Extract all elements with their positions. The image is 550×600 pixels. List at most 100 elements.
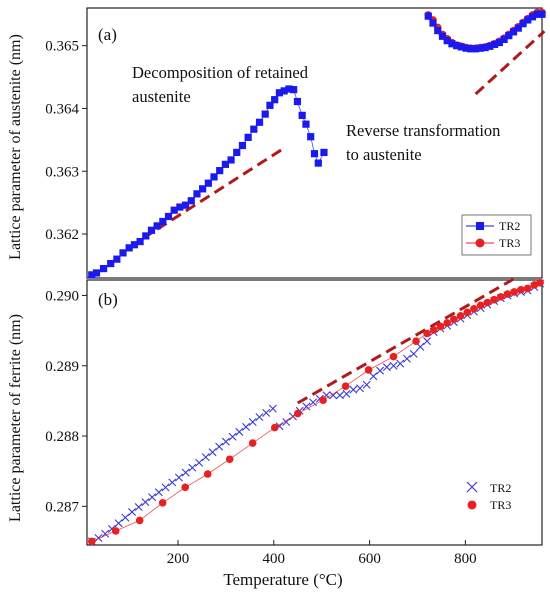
panel-b-y-tick-label-1: 0.288 — [45, 429, 79, 445]
panel-b-series-1-point-12 — [364, 366, 373, 374]
panel-b-series-0-point-11 — [161, 483, 170, 492]
panel-a-series-0-tr2 — [88, 85, 328, 279]
panel-a-series-0-point-35 — [285, 85, 293, 93]
panel-b-y-tick-label-2: 0.289 — [45, 359, 79, 375]
panel-b-series-0-point-10 — [154, 488, 163, 497]
panel-b-series-0-point-6 — [128, 507, 137, 516]
panel-a-series-0-point-0 — [88, 271, 96, 279]
panel-b-series-0-point-15 — [188, 463, 197, 472]
panel-b-series-0-point-27 — [268, 404, 277, 413]
panel-a-series-2-point-22 — [528, 13, 537, 21]
panel-a-legend: TR2 TR3 — [461, 214, 532, 256]
panel-b-series-0-point-9 — [148, 493, 157, 502]
panel-a-series-0-point-16 — [181, 201, 190, 209]
panel-a-series-0-point-2 — [99, 264, 108, 273]
panel-b-series-1-point-15 — [423, 329, 431, 338]
panel-b-series-0-point-8 — [141, 498, 150, 507]
panel-a-series-2-point-16 — [500, 35, 508, 43]
panel-a-series-2-point-14 — [491, 40, 499, 49]
panel-a-series-0-point-38 — [298, 111, 306, 119]
legend-b-tr2-marker — [466, 481, 478, 493]
panel-b-series-1-point-29 — [517, 286, 525, 294]
panel-b-series-0-point-2 — [101, 529, 110, 538]
panel-b-frame — [86, 279, 543, 546]
panel-a-series-0-point-41 — [310, 150, 319, 158]
panel-b-x-tick-label-0: 200 — [167, 551, 190, 567]
panel-a: (a) Lattice parameter of austenite (nm) … — [7, 7, 546, 279]
panel-a-guide-line-1 — [474, 30, 546, 96]
legend-b-tr3-marker — [467, 500, 477, 510]
panel-b-series-1-point-4 — [181, 483, 189, 492]
panel-b-series-1-point-27 — [503, 290, 512, 298]
panel-a-series-0-point-32 — [271, 96, 279, 104]
panel-b-series-0-point-44 — [382, 363, 391, 372]
panel-a-label: (a) — [98, 25, 117, 44]
panel-a-series-2-point-5 — [448, 40, 456, 48]
panel-b-ticks: 0.287 0.288 0.289 0.290 200 400 600 800 — [45, 288, 476, 567]
panel-a-series-2-point-6 — [453, 42, 461, 50]
panel-b-series-0-point-19 — [215, 442, 224, 451]
panel-b-series-0-point-12 — [168, 478, 177, 487]
panel-a-series-2-point-20 — [519, 20, 527, 28]
panel-a-series-0-point-25 — [233, 148, 241, 157]
panel-b-series-0-point-26 — [262, 408, 271, 417]
panel-b-series-0-point-42 — [369, 372, 378, 381]
panel-a-series-0-point-19 — [199, 185, 207, 193]
panel-b-series-0-point-47 — [402, 354, 411, 363]
annotation-decomposition-line-1: Decomposition of retained — [132, 63, 309, 82]
panel-a-series-0-point-9 — [142, 232, 150, 240]
panel-a-series-0-point-28 — [250, 125, 258, 133]
panel-b-series-0-point-48 — [409, 349, 418, 358]
panel-b-series-1-point-14 — [412, 337, 420, 345]
panel-a-series-0-point-4 — [113, 255, 121, 263]
legend-a-tr2-label: TR2 — [499, 219, 520, 233]
panel-a-series-0-point-30 — [261, 110, 269, 118]
panel-a-series-2-point-12 — [481, 43, 489, 52]
legend-a-tr2-marker — [476, 222, 484, 230]
panel-b-series-0-point-32 — [302, 402, 311, 411]
panel-a-y-tick-label-3: 0.365 — [45, 39, 79, 55]
panel-a-series-0-point-33 — [275, 89, 284, 97]
panel-a-series-0-point-22 — [216, 167, 224, 175]
panel-a-series-0-point-39 — [302, 120, 310, 128]
panel-a-series-2-point-13 — [486, 42, 494, 50]
panel-b-series-1-point-32 — [536, 279, 544, 287]
panel-a-series-2-point-11 — [476, 44, 484, 52]
panel-b-series-0-point-17 — [201, 453, 210, 462]
legend-a-tr3-label: TR3 — [499, 236, 520, 250]
legend-b-tr3-label: TR3 — [490, 498, 511, 512]
panel-a-series-2-point-23 — [533, 10, 541, 18]
panel-a-series-2-point-24 — [538, 10, 546, 18]
panel-b-series-0-point-25 — [255, 413, 264, 422]
panel-a-series-0-point-6 — [125, 244, 133, 252]
panel-a-series-2-point-21 — [524, 16, 532, 24]
panel-a-series-0-point-43 — [320, 148, 328, 157]
panel-b-series-0-point-29 — [282, 418, 291, 426]
annotation-reverse-line-1: Reverse transformation — [346, 121, 500, 140]
panel-b-series-0-point-40 — [356, 384, 364, 393]
panel-b: (b) Lattice parameter of ferrite (nm) 0.… — [7, 275, 545, 589]
panel-b-guide-lines — [296, 275, 519, 405]
panel-b-series-1-tr3 — [87, 279, 544, 546]
panel-a-series-0-point-18 — [193, 190, 201, 198]
panel-b-series-1-point-19 — [450, 315, 458, 324]
panel-a-series-0-point-23 — [221, 160, 229, 168]
panel-a-series-2-point-19 — [514, 24, 522, 32]
panel-b-label: (b) — [98, 290, 118, 309]
panel-a-series-2-point-2 — [434, 27, 442, 35]
panel-b-y-tick-label-0: 0.287 — [45, 499, 79, 515]
panel-b-series-1-point-5 — [203, 470, 212, 478]
panel-a-series-0-point-12 — [159, 217, 167, 226]
panel-a-series-0-point-11 — [153, 222, 161, 230]
panel-a-series-2-point-7 — [457, 43, 466, 51]
panel-b-series-0-point-22 — [235, 427, 244, 436]
panel-b-series-1-point-25 — [490, 295, 498, 304]
panel-b-series-1-point-9 — [293, 409, 302, 418]
panel-a-series-2-point-1 — [429, 19, 437, 27]
panel-b-y-tick-label-3: 0.290 — [45, 288, 79, 304]
panel-b-series-1-point-16 — [429, 326, 438, 334]
panel-b-series-1-point-3 — [158, 499, 167, 507]
panel-a-series-0-point-27 — [244, 133, 252, 141]
panel-b-series-1-point-24 — [483, 298, 492, 307]
